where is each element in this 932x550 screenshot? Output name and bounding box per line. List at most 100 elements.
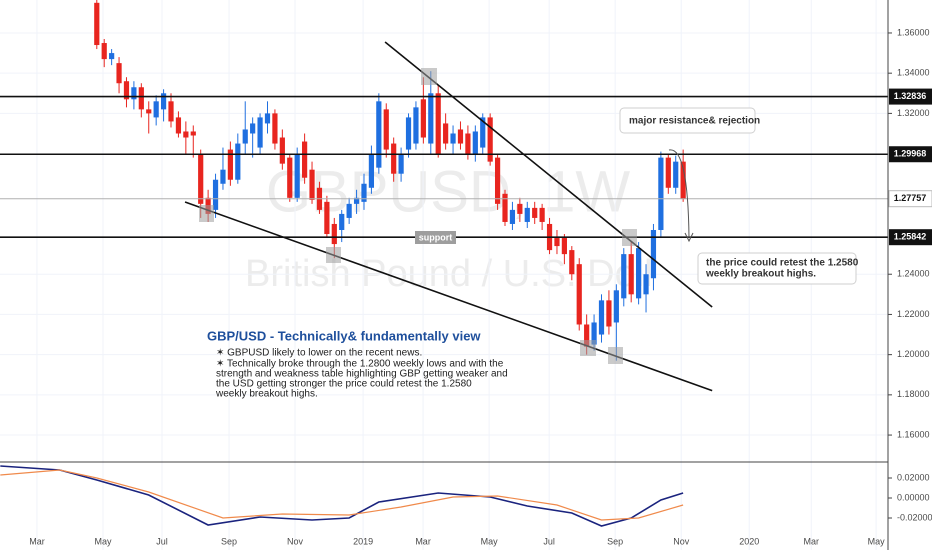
candle-body [665,157,671,188]
candle-body [94,2,100,46]
candle-body [413,107,419,144]
x-tick-label: May [95,536,113,546]
y-tick-label: 1.22000 [897,309,930,319]
candle-body [227,149,233,180]
candle-body [561,238,567,255]
candle-body [643,274,649,295]
y-tick-label: 1.34000 [897,68,930,78]
candle-body [123,81,130,100]
highlight-box [326,247,341,263]
candle-body [250,123,256,134]
candle-body [621,254,627,299]
candle-body [405,117,412,150]
candle-body [443,123,449,144]
candle-body [673,161,679,188]
x-tick-label: Jul [156,536,168,546]
candle-body [383,109,389,150]
level-tag [889,146,932,163]
candle-body [391,143,397,174]
candle-body [457,129,464,144]
candle-body [539,207,545,222]
y-tick-label: 1.20000 [897,349,930,359]
candle-body [279,137,285,164]
level-tag [889,229,932,246]
x-tick-label: 2019 [353,536,373,546]
callout-text: weekly breakout highs. [705,269,816,280]
candle-body [487,117,493,162]
candle-body [628,254,634,295]
y-tick-label: 1.18000 [897,389,930,399]
note-line: the USD getting stronger the price could… [216,379,472,390]
candle-body [138,87,144,110]
candle-body [309,169,315,200]
candle-body [636,248,642,299]
x-tick-label: May [868,536,886,546]
x-tick-label: Mar [804,536,820,546]
candle-body [420,99,426,138]
candle-body [613,290,619,323]
y-tick-label: 1.24000 [897,269,930,279]
candle-body [257,117,263,148]
highlight-boxes [199,68,637,364]
candle-body [598,300,605,335]
x-tick-label: Mar [415,536,431,546]
candle-body [153,101,159,118]
candle-body [168,101,174,122]
x-tick-label: Nov [673,536,690,546]
candle-body [398,153,404,174]
candle-body [680,161,686,199]
candle-body [361,183,367,202]
candle-body [220,169,226,184]
candle-body [509,209,516,224]
arrow [668,149,690,239]
x-tick-label: Sep [607,536,623,546]
candle-body [376,101,382,168]
candle-body [428,93,434,144]
axis-labels: Mar May Jul Sep Nov 2019 Mar May Jul Sep Nov 2020 Ma… [29,27,932,546]
candle-body [346,203,352,218]
callout-box [697,252,857,285]
candle-body [212,179,219,210]
trend-line [384,41,713,308]
candle-body [146,109,152,114]
candle-body [272,113,278,144]
candle-body [324,201,330,235]
candle-body [175,117,182,134]
candle-body [554,238,560,247]
candle-body [198,153,204,204]
candle-body [109,53,115,60]
y-tick-label: 1.16000 [897,429,930,439]
oscillator-line [0,469,684,521]
note-line: weekly breakout highs. [215,389,318,400]
candle-body [160,93,167,110]
candle-body [606,300,612,327]
y-tick-label: 0.00000 [897,492,930,502]
candle-body [116,63,122,84]
candle-body [242,129,248,144]
candle-body [502,193,508,222]
note-line: ✶ Technically broke through the 1.2800 w… [216,359,504,370]
note-title: GBP/USD - Technically& fundamentally vie… [207,328,481,343]
x-tick-label: May [481,536,499,546]
candle-body [294,153,300,198]
trend-line [184,201,713,392]
candle-body [494,157,501,204]
level-tag [889,88,932,105]
candle-body [190,131,196,136]
candle-body [524,207,530,222]
last-price-tag [888,190,932,208]
level-label: 1.32836 [894,91,927,101]
candle-body [584,324,590,347]
candle-body [472,131,478,154]
candle-body [591,322,597,345]
x-tick-label: Nov [287,536,304,546]
candle-body [287,157,293,198]
oscillator-line [0,465,684,527]
candle-body [465,133,471,154]
candle-body [353,197,360,204]
candle-body [450,133,456,144]
annotations: support major resistance& rejection the … [199,68,859,400]
marks [0,0,888,527]
